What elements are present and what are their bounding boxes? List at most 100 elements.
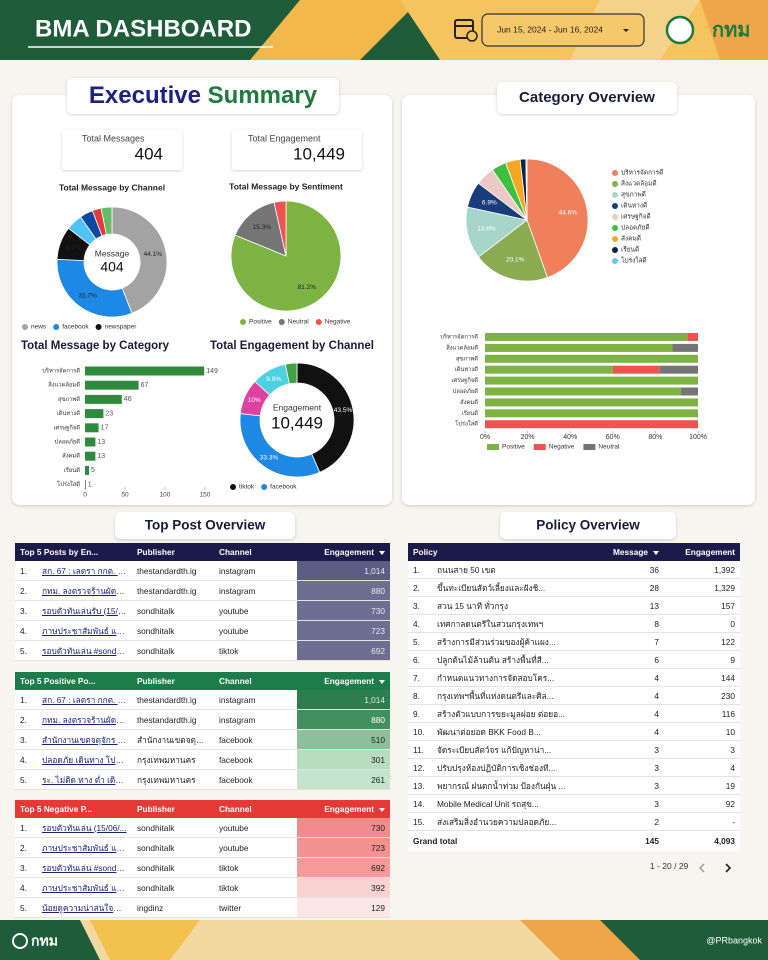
- footer-logo: กทม: [31, 933, 58, 949]
- y-tick-label: สุขภาพดี: [456, 355, 478, 362]
- sort-caret[interactable]: [379, 807, 385, 812]
- table-head: Top 5 Positive Po... Publisher Channel Enga…: [15, 672, 390, 690]
- table-cell: 5.: [408, 632, 432, 651]
- data-label: 1: [88, 481, 92, 488]
- header-cell[interactable]: Engagement: [297, 672, 390, 690]
- header-text[interactable]: Channel: [219, 547, 252, 557]
- dropdown-caret[interactable]: [623, 29, 629, 32]
- header-text[interactable]: Top 5 Positive Po...: [20, 676, 96, 686]
- table-cell: sondhitalk: [132, 600, 214, 621]
- y-tick-label: เศรษฐกิจดี: [452, 377, 479, 384]
- header-text[interactable]: Top 5 Negative P...: [20, 804, 93, 814]
- table-cell: 9: [664, 650, 741, 669]
- table-row: 2. ขึ้นทะเบียนสัตว์เลี้ยงและฝังชิ... 28 1,3…: [408, 578, 741, 597]
- sort-caret[interactable]: [379, 679, 385, 684]
- sort-caret[interactable]: [379, 550, 385, 555]
- header-row: Top 5 Posts by En... Publisher Channel Enga…: [15, 543, 390, 561]
- legend-swatch: [95, 324, 102, 330]
- y-tick-label: สังคมดี: [460, 398, 478, 406]
- x-tick-label: 50: [121, 492, 129, 499]
- table-cell: 4: [592, 668, 665, 687]
- legend-label: newspaper: [105, 324, 138, 331]
- table-cell: รอบตัวทันเล่นรับ (15/06/6...: [37, 600, 132, 621]
- header-text[interactable]: Engagement: [324, 804, 374, 814]
- header-text[interactable]: Publisher: [137, 676, 175, 686]
- header-cell[interactable]: Channel: [214, 672, 297, 690]
- table-cell: 1.: [15, 818, 37, 838]
- legend-swatch: [22, 324, 28, 330]
- header-text[interactable]: Channel: [219, 676, 252, 686]
- table-cell: 2.: [15, 837, 37, 858]
- table-cell: น้อยดูความน่าสนใจของ...: [37, 897, 132, 918]
- header-text[interactable]: Publisher: [137, 804, 175, 814]
- header-cell[interactable]: Publisher: [132, 672, 214, 690]
- data-label: 46: [124, 396, 132, 403]
- table-cell: thestandardth.ig: [132, 709, 214, 730]
- table-cell: ภาษประชาสัมพันธ์ และโปโ...: [37, 837, 132, 858]
- table-cell: 8: [592, 614, 665, 633]
- summary-title-part: Executive: [89, 82, 201, 109]
- header-cell[interactable]: Top 5 Negative P...: [15, 800, 132, 818]
- table-row: 15. ส่งเสริมสิ่งอำนวยความปลอดภัย... 2-: [408, 812, 741, 831]
- header-text[interactable]: Policy: [413, 547, 438, 557]
- table-cell: 2.: [15, 709, 37, 730]
- pager-arrows[interactable]: [697, 863, 737, 873]
- header-row: Top 5 Negative P... Publisher Channel Engag…: [15, 800, 390, 818]
- table-cell: 1.: [408, 561, 432, 579]
- table-cell: ระ. ไม่ติด ทาง ต่ำ เดินป...: [37, 769, 132, 790]
- legend-swatch: [315, 319, 322, 325]
- pie-slice: [111, 206, 168, 314]
- table-cell: 510: [297, 729, 390, 750]
- table-cell: จัดระเบียบสัตว์จร แก้ปัญหาน่า...: [432, 740, 593, 759]
- pager-next[interactable]: [725, 863, 731, 873]
- header-cell[interactable]: Channel: [214, 800, 297, 818]
- header-cell[interactable]: Engagement: [297, 800, 390, 818]
- table-cell: instagram: [214, 709, 297, 730]
- table-row: 3. สวน 15 นาที ทั่วกรุง 13 157: [408, 596, 741, 615]
- header-text[interactable]: Top 5 Posts by En...: [20, 547, 99, 557]
- header-cell[interactable]: Channel: [214, 543, 297, 561]
- kpi-value: 10,449: [293, 144, 345, 163]
- table-row: 7. กำหนดแนวทางการจัดสอบโคร... 4 144: [408, 668, 741, 687]
- table-cell: youtube: [214, 818, 297, 838]
- header-cell[interactable]: Engagement: [297, 543, 390, 561]
- header-text[interactable]: Engagement: [324, 547, 374, 557]
- total-cell: Grand total: [413, 836, 458, 846]
- date-box[interactable]: [481, 13, 645, 47]
- table-cell: thestandardth.ig: [132, 690, 214, 710]
- y-tick-label: ปลอดภัยดี: [55, 438, 81, 446]
- legend-label: เศรษฐกิจดี: [621, 213, 651, 221]
- header-cell[interactable]: Top 5 Positive Po...: [15, 672, 132, 690]
- header-text[interactable]: Publisher: [137, 547, 175, 557]
- header-text[interactable]: Engagement: [685, 547, 736, 557]
- header-text[interactable]: Engagement: [324, 676, 374, 686]
- negative-posts-table: Top 5 Negative P... Publisher Channel Engag…: [15, 800, 390, 918]
- header-cell[interactable]: Top 5 Posts by En...: [15, 543, 132, 561]
- bar: [85, 480, 86, 490]
- header-text[interactable]: Channel: [219, 804, 252, 814]
- header-row: Policy Message Engagement: [408, 543, 741, 561]
- kpi-value: 404: [135, 144, 163, 163]
- section-pill: [115, 512, 295, 539]
- header-cell[interactable]: Message: [592, 543, 665, 561]
- chart-title: Total Message by Category: [21, 340, 170, 352]
- header-cell[interactable]: Publisher: [132, 543, 214, 561]
- pager-prev[interactable]: [698, 863, 705, 873]
- table-cell: สร้างตัวแบบการขยะมูลฝอย ต่อยอ...: [432, 704, 593, 723]
- header-text[interactable]: Message: [612, 547, 649, 557]
- legend-label: เรียนดี: [621, 246, 639, 254]
- header-cell[interactable]: Engagement: [664, 543, 741, 561]
- date-range[interactable]: Jun 15, 2024 - Jun 16, 2024: [497, 24, 603, 34]
- header-cell[interactable]: Policy: [408, 543, 593, 561]
- table-cell: Mobile Medical Unit รถสุข...: [432, 794, 593, 813]
- date-picker[interactable]: Jun 15, 2024 - Jun 16, 2024: [481, 13, 645, 47]
- x-tick-label: 150: [200, 492, 211, 499]
- table-cell: พยากรณ์ ฝนตกน้ำท่วม ป้องกันฝุ่น ...: [432, 776, 593, 795]
- sort-caret[interactable]: [653, 550, 660, 555]
- legend-label: news: [31, 324, 47, 331]
- table-cell: 4: [592, 704, 665, 723]
- table-cell: 692: [297, 640, 390, 661]
- header-cell[interactable]: Publisher: [132, 800, 214, 818]
- table-cell: 692: [297, 857, 390, 878]
- table-row: 2.ภาษประชาสัมพันธ์ และโปโ...sondhitalkyo…: [15, 837, 390, 858]
